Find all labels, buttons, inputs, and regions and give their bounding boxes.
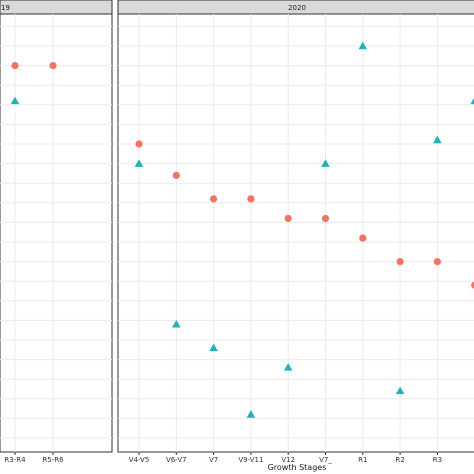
panel-right-grid	[118, 14, 474, 452]
panel-right-frame	[117, 13, 474, 453]
point-circle	[433, 258, 441, 266]
point-circle	[471, 281, 474, 289]
x-tick-label: V9-V11	[238, 456, 263, 464]
point-triangle	[172, 320, 181, 328]
panel-left: 19 R3-R4 R5-R6	[0, 0, 113, 464]
point-circle	[396, 258, 404, 266]
x-tick-label: R5-R6	[42, 456, 64, 464]
point-circle	[321, 214, 330, 223]
point-triangle	[10, 96, 20, 105]
x-tick-label: V7_	[319, 456, 332, 464]
point-circle	[210, 195, 218, 203]
point-triangle	[470, 97, 474, 105]
panel-left-points	[10, 62, 57, 105]
point-circle	[11, 62, 19, 70]
panel-left-x-ticks: R3-R4 R5-R6	[4, 452, 64, 464]
point-triangle	[283, 363, 293, 371]
point-circle	[247, 195, 255, 203]
point-triangle	[134, 159, 144, 167]
point-triangle	[321, 159, 330, 167]
point-triangle	[209, 343, 218, 352]
point-triangle	[246, 410, 256, 418]
x-tick-label: R2	[395, 456, 404, 464]
x-tick-label: R3-R4	[4, 456, 26, 464]
panel-left-strip	[0, 0, 113, 15]
panel-left-grid	[0, 14, 112, 452]
x-tick-label: V7	[209, 456, 218, 464]
x-axis-title: Growth Stages	[268, 463, 327, 472]
point-triangle	[433, 135, 442, 144]
x-tick-label: R1	[358, 456, 367, 464]
panel-right-points	[134, 41, 474, 418]
x-tick-label: V12	[281, 456, 295, 464]
x-tick-label: R3	[433, 456, 442, 464]
panel-right-title: 2020	[288, 4, 306, 12]
x-tick-label: V6-V7	[166, 456, 187, 464]
point-circle	[135, 140, 143, 148]
panel-left-frame	[0, 13, 113, 453]
panel-left-title: 19	[1, 4, 10, 12]
point-circle	[49, 62, 57, 70]
point-triangle	[358, 41, 368, 50]
point-circle	[359, 234, 367, 242]
point-circle	[172, 171, 180, 179]
x-tick-label: V4-V5	[129, 456, 150, 464]
point-circle	[284, 214, 292, 223]
point-triangle	[395, 386, 405, 395]
